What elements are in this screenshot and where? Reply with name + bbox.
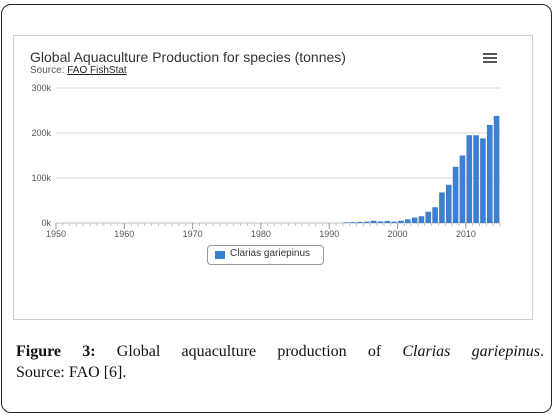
bar	[363, 221, 370, 223]
y-tick-label: 100k	[31, 173, 51, 183]
caption-source: Source: FAO [6].	[16, 364, 127, 381]
bar	[432, 207, 438, 223]
chart-source: Source: FAO FishStat	[30, 65, 127, 76]
bar	[445, 184, 452, 223]
chart-container: Global Aquaculture Production for specie…	[13, 35, 533, 320]
x-tick-label: 2010	[456, 229, 476, 239]
chart-source-link[interactable]: FAO FishStat	[67, 65, 127, 76]
bar	[439, 192, 445, 223]
x-tick-label: 1950	[46, 229, 66, 239]
bar	[357, 221, 363, 223]
bar	[486, 124, 493, 223]
y-tick-label: 0k	[41, 218, 51, 228]
x-tick-label: 1990	[319, 229, 339, 239]
bar	[452, 166, 459, 223]
chart-plot: 0k 100k 200k 300k 1950 1960 1970 1980 1990 2000 20…	[31, 83, 501, 239]
caption-period: .	[540, 343, 545, 360]
x-tick-label: 2000	[388, 229, 408, 239]
bar	[398, 220, 404, 223]
chart-menu-icon[interactable]	[483, 53, 497, 64]
bar	[377, 221, 384, 223]
figure-frame: Global Aquaculture Production for specie…	[1, 4, 552, 413]
bar	[350, 222, 356, 223]
bar	[473, 135, 479, 223]
chart-title: Global Aquaculture Production for specie…	[30, 49, 346, 65]
bar	[404, 219, 411, 223]
x-tick-label: 1960	[114, 229, 134, 239]
bar	[343, 222, 350, 223]
y-tick-label: 200k	[31, 128, 51, 138]
bar	[425, 211, 432, 223]
bar	[418, 216, 425, 223]
bar	[391, 221, 397, 223]
legend-label: Clarias gariepinus	[230, 248, 311, 259]
bar	[480, 138, 486, 223]
chart-legend-item[interactable]: Clarias gariepinus	[207, 245, 324, 265]
legend-swatch	[215, 251, 225, 259]
bar	[459, 155, 466, 223]
bar	[370, 220, 377, 223]
x-tick-label: 1970	[183, 229, 203, 239]
y-tick-label: 300k	[31, 83, 51, 93]
caption-species: Clarias gariepinus	[402, 343, 541, 360]
x-tick-label: 1980	[251, 229, 271, 239]
bar	[466, 135, 473, 223]
caption-text: Global aquaculture production of	[116, 343, 382, 360]
chart-source-prefix: Source:	[30, 65, 68, 76]
figure-caption: Figure 3: Global aquaculture production …	[16, 341, 544, 362]
bar	[493, 115, 500, 223]
bar	[411, 217, 418, 223]
figure-label: Figure 3:	[16, 343, 96, 360]
bar	[384, 220, 391, 223]
